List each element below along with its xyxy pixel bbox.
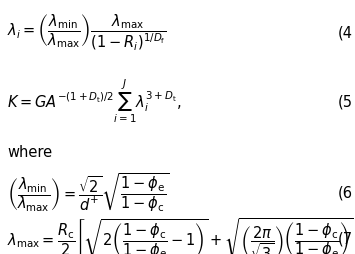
- Text: where: where: [7, 145, 52, 160]
- Text: (6: (6: [338, 185, 353, 201]
- Text: $\lambda_{\max} = \dfrac{R_{\mathrm{c}}}{2}\left[\sqrt{2\left(\dfrac{1-\phi_{\ma: $\lambda_{\max} = \dfrac{R_{\mathrm{c}}}…: [7, 216, 355, 254]
- Text: $K = G A^{-(1+D_{\mathrm{t}})/2} \sum_{i=1}^{J} \lambda_i^{3+D_{\mathrm{t}}},$: $K = G A^{-(1+D_{\mathrm{t}})/2} \sum_{i…: [7, 78, 181, 125]
- Text: $\lambda_i = \left(\dfrac{\lambda_{\min}}{\lambda_{\max}}\right) \dfrac{\lambda_: $\lambda_i = \left(\dfrac{\lambda_{\min}…: [7, 13, 166, 53]
- Text: $\left(\dfrac{\lambda_{\min}}{\lambda_{\max}}\right) = \dfrac{\sqrt{2}}{d^{+}} \: $\left(\dfrac{\lambda_{\min}}{\lambda_{\…: [7, 172, 170, 214]
- Text: (7: (7: [338, 231, 353, 246]
- Text: (5: (5: [338, 94, 353, 109]
- Text: (4: (4: [338, 25, 353, 41]
